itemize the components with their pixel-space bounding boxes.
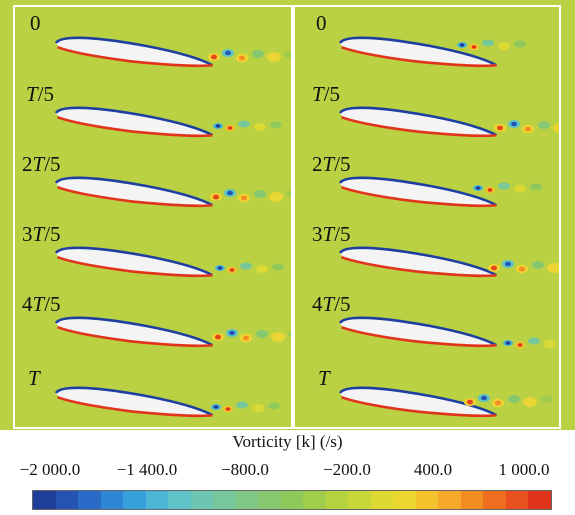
colorbar-swatch [168,491,191,509]
colorbar-swatch [78,491,101,509]
colorbar-swatch [348,491,371,509]
colorbar-tick-1: −2 000.0 [19,460,81,479]
colorbar-swatch [33,491,56,509]
panel-label-left-1: 0 [30,11,41,35]
colorbar-swatch [460,491,484,509]
colorbar-swatch [235,491,259,509]
panel-label-right-3: 2T/5 [312,152,351,176]
colorbar-tick-3: −800.0 [221,460,269,479]
colorbar-swatch [483,491,506,509]
panel-label-right-5: 4T/5 [312,292,351,316]
panel-label-right-1: 0 [316,11,327,35]
panel-label-left-2: T/5 [26,82,54,106]
colorbar-tick-6: 1 000.0 [498,460,550,479]
colorbar-swatch [55,491,79,509]
colorbar-swatch [123,491,146,509]
colorbar-swatch [100,491,124,509]
colorbar-swatch [258,491,281,509]
colorbar-swatch [303,491,326,509]
panel-label-right-6: T [318,366,331,390]
colorbar-tick-5: 400.0 [413,460,453,479]
panel-label-right-2: T/5 [312,82,340,106]
colorbar-swatch [213,491,236,509]
colorbar-tick-2: −1 400.0 [116,460,178,479]
panel-label-left-5: 4T/5 [22,292,61,316]
panel-label-left-6: T [28,366,41,390]
colorbar-title: Vorticity [k] (/s) [232,432,343,451]
panel-label-right-4: 3T/5 [312,222,351,246]
colorbar-swatch [438,491,461,509]
vorticity-colorbar [32,490,552,510]
colorbar-swatch [505,491,529,509]
colorbar-swatch [325,491,349,509]
colorbar-swatch [145,491,169,509]
colorbar-swatch [190,491,214,509]
colorbar-tick-4: −200.0 [323,460,371,479]
colorbar-swatch [370,491,394,509]
colorbar-swatch [415,491,439,509]
colorbar-swatch [393,491,416,509]
colorbar-swatch [528,491,551,509]
panel-label-left-3: 2T/5 [22,152,61,176]
colorbar-swatch [280,491,304,509]
panel-label-left-4: 3T/5 [22,222,61,246]
